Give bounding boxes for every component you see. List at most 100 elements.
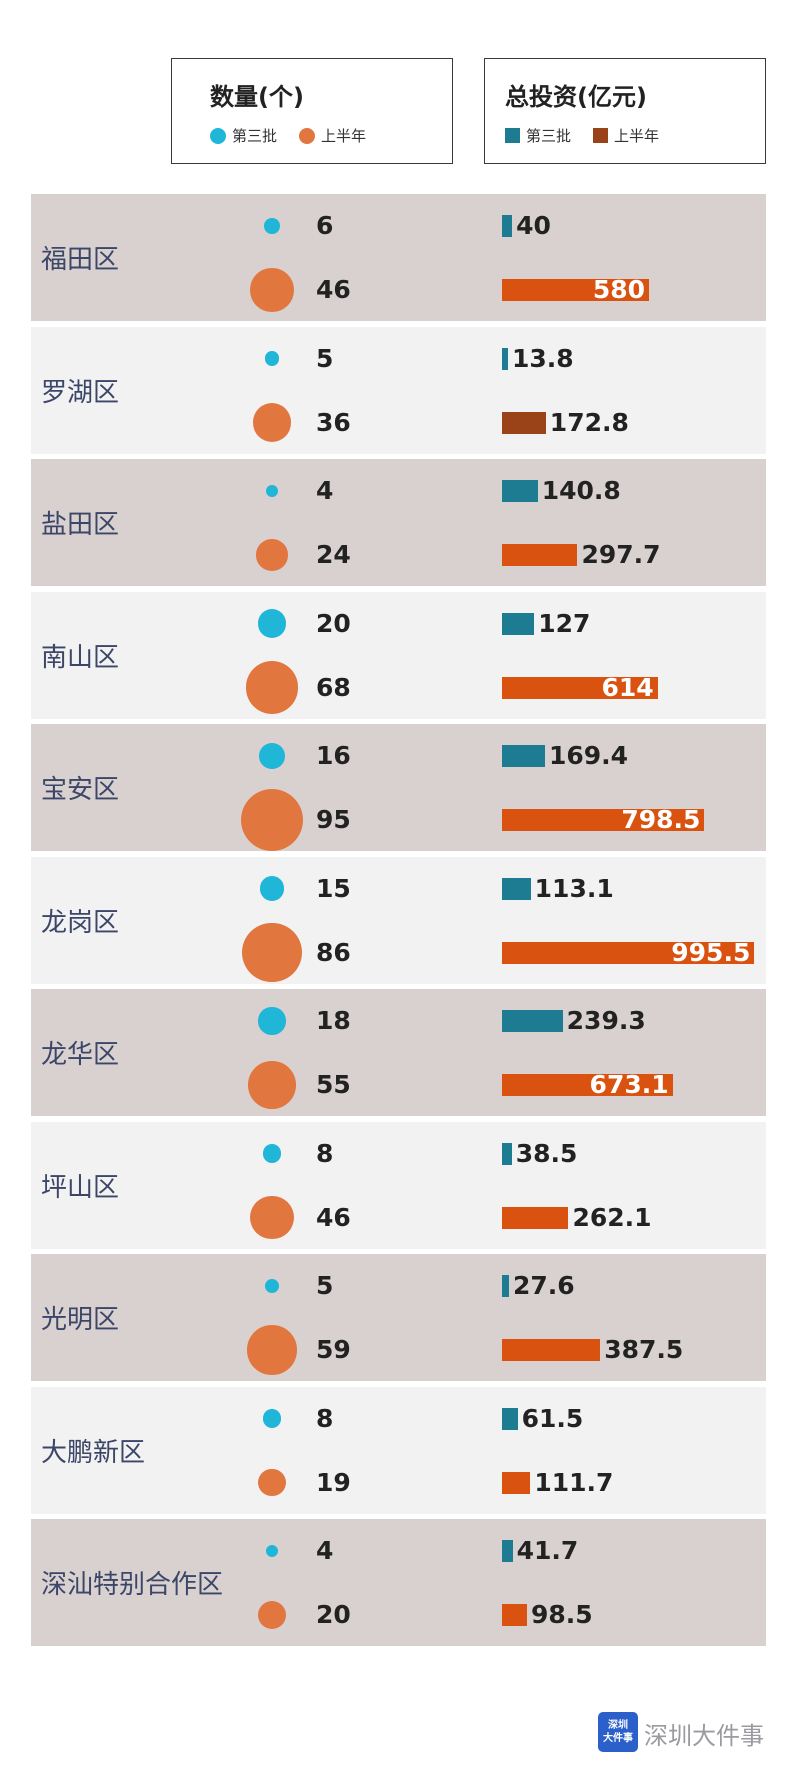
count-legend-title: 数量(个) (210, 83, 304, 111)
investment-bar-batch3 (502, 612, 535, 635)
count-dot-h1 (245, 661, 299, 714)
investment-bar-batch3 (502, 480, 538, 502)
investment-bar-h1 (502, 1074, 673, 1096)
count-dot-batch3 (259, 743, 285, 769)
district-row: 宝安区 16 169.4 95 798.5 (31, 724, 766, 852)
count-label-h1: 24 (316, 540, 351, 569)
investment-label-h1: 673.1 (589, 1070, 669, 1099)
investment-label-h1: 297.7 (581, 540, 661, 569)
district-label: 大鹏新区 (41, 1437, 146, 1468)
count-dot-h1 (256, 539, 288, 571)
count-dot-h1 (252, 403, 292, 442)
district-label: 龙华区 (41, 1040, 120, 1070)
count-label-batch3: 8 (316, 1403, 334, 1433)
investment-bar-batch3 (502, 1540, 513, 1562)
count-dot-batch3 (257, 609, 287, 638)
count-label-batch3: 20 (316, 608, 351, 638)
investment-label-batch3: 27.6 (512, 1271, 575, 1300)
investment-legend-items: 第三批 上半年 (505, 125, 659, 146)
count-dot-h1 (250, 268, 294, 312)
investment-bar-h1 (502, 809, 705, 831)
investment-legend-box: 总投资(亿元) 第三批 上半年 (484, 58, 766, 164)
brand-logo: 深圳 大件事 (598, 1712, 638, 1752)
count-dot-batch3 (264, 218, 280, 234)
investment-bar-batch3 (502, 745, 545, 767)
investment-bar-h1 (502, 676, 658, 699)
investment-label-h1: 580 (592, 275, 646, 304)
count-label-h1: 20 (316, 1600, 351, 1629)
district-row: 大鹏新区 8 61.5 19 111.7 (31, 1386, 766, 1514)
district-row: 深汕特别合作区 4 41.7 20 98.5 (31, 1519, 766, 1646)
count-dot-h1 (248, 1061, 296, 1109)
count-label-h1: 95 (316, 805, 351, 834)
district-row: 福田区 6 40 46 580 (31, 194, 766, 321)
district-label: 宝安区 (41, 775, 120, 805)
district-row: 龙华区 18 239.3 55 673.1 (31, 989, 766, 1116)
count-dot-batch3 (264, 351, 280, 366)
count-dot-h1 (242, 922, 302, 983)
count-dot-batch3 (262, 1144, 282, 1163)
count-label-h1: 46 (316, 1202, 351, 1232)
brand-name: 深圳大件事 (644, 1722, 764, 1750)
investment-label-h1: 262.1 (572, 1202, 652, 1232)
district-label: 龙岗区 (41, 907, 120, 938)
count-label-h1: 19 (316, 1467, 351, 1497)
count-label-h1: 46 (316, 275, 351, 304)
investment-bar-batch3 (502, 1142, 512, 1165)
investment-bar-h1 (502, 1339, 601, 1361)
investment-label-batch3: 239.3 (566, 1006, 646, 1035)
count-dot-batch3 (262, 1409, 282, 1428)
district-row: 罗湖区 5 13.8 36 172.8 (31, 326, 766, 454)
count-dot-h1 (250, 1195, 294, 1240)
district-label: 深汕特别合作区 (41, 1570, 224, 1600)
count-legend-batch3: 第三批 (232, 127, 278, 145)
district-label: 福田区 (41, 245, 120, 275)
count-label-batch3: 5 (316, 343, 334, 373)
investment-label-batch3: 61.5 (521, 1403, 584, 1433)
count-dot-h1 (247, 1325, 297, 1375)
count-dot-batch3 (265, 484, 279, 498)
investment-bar-batch3 (502, 347, 508, 370)
count-label-h1: 36 (316, 407, 351, 437)
investment-bar-h1 (502, 279, 650, 301)
count-label-batch3: 6 (316, 211, 334, 240)
count-label-batch3: 16 (316, 741, 351, 770)
district-label: 坪山区 (41, 1172, 120, 1203)
investment-bar-h1 (502, 411, 546, 434)
district-row: 南山区 20 127 68 614 (31, 591, 766, 719)
district-label: 南山区 (41, 642, 120, 673)
count-dot-batch3 (265, 1544, 279, 1558)
count-dot-batch3 (259, 876, 285, 901)
investment-label-batch3: 140.8 (541, 476, 621, 505)
count-dot-batch3 (258, 1007, 286, 1035)
batch3-dot-swatch (210, 127, 226, 144)
investment-label-batch3: 127 (538, 608, 591, 638)
district-label: 盐田区 (41, 510, 120, 540)
count-dot-h1 (258, 1468, 286, 1497)
count-label-h1: 59 (316, 1335, 351, 1364)
investment-label-h1: 111.7 (534, 1467, 614, 1497)
district-row: 光明区 5 27.6 59 387.5 (31, 1254, 766, 1381)
investment-bar-h1 (502, 941, 755, 964)
investment-label-h1: 798.5 (621, 805, 701, 834)
count-legend-box: 数量(个) 第三批 上半年 (171, 58, 453, 164)
investment-label-batch3: 40 (516, 211, 551, 240)
investment-bar-batch3 (502, 1275, 509, 1297)
investment-bar-h1 (502, 1604, 527, 1626)
investment-bar-batch3 (502, 877, 531, 900)
investment-label-h1: 387.5 (604, 1335, 684, 1364)
batch3-bar-swatch (505, 128, 520, 143)
investment-label-batch3: 113.1 (534, 873, 614, 903)
count-label-batch3: 4 (316, 1536, 334, 1565)
count-dot-h1 (240, 788, 304, 852)
investment-legend-title: 总投资(亿元) (505, 83, 647, 111)
district-row: 坪山区 8 38.5 46 262.1 (31, 1121, 766, 1249)
count-dot-h1 (257, 1600, 287, 1630)
investment-label-batch3: 13.8 (512, 343, 574, 373)
investment-bar-h1 (502, 1206, 569, 1229)
investment-bar-h1 (502, 1471, 531, 1494)
investment-bar-batch3 (502, 1010, 563, 1032)
investment-label-batch3: 38.5 (515, 1138, 578, 1168)
investment-bar-batch3 (502, 1407, 518, 1430)
